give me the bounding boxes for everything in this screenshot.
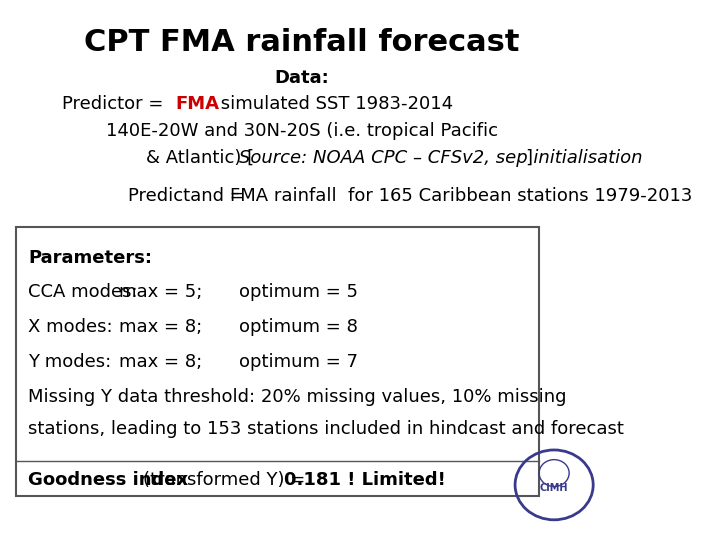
Text: optimum = 5: optimum = 5 (239, 284, 358, 301)
Text: optimum = 8: optimum = 8 (239, 319, 358, 336)
Text: Predictand =: Predictand = (127, 187, 244, 205)
Text: Goodness index: Goodness index (28, 471, 189, 489)
Text: stations, leading to 153 stations included in hindcast and forecast: stations, leading to 153 stations includ… (28, 421, 624, 438)
FancyBboxPatch shape (17, 227, 539, 496)
Text: Data:: Data: (274, 69, 329, 86)
Text: Missing Y data threshold: 20% missing values, 10% missing: Missing Y data threshold: 20% missing va… (28, 388, 567, 406)
Text: max = 8;: max = 8; (119, 319, 202, 336)
Text: X modes:: X modes: (28, 319, 113, 336)
Text: CPT FMA rainfall forecast: CPT FMA rainfall forecast (84, 28, 520, 57)
Text: Parameters:: Parameters: (28, 248, 153, 267)
Text: ]: ] (526, 149, 532, 167)
Text: 140E-20W and 30N-20S (i.e. tropical Pacific: 140E-20W and 30N-20S (i.e. tropical Paci… (106, 122, 498, 140)
Text: 0.181 ! Limited!: 0.181 ! Limited! (284, 471, 446, 489)
Text: Source: NOAA CPC – CFSv2, sep initialisation: Source: NOAA CPC – CFSv2, sep initialisa… (239, 149, 642, 167)
Text: simulated SST 1983-2014: simulated SST 1983-2014 (215, 96, 453, 113)
Text: optimum = 7: optimum = 7 (239, 353, 358, 372)
Text: CIMH: CIMH (540, 483, 568, 492)
Text: FMA rainfall  for 165 Caribbean stations 1979-2013: FMA rainfall for 165 Caribbean stations … (230, 187, 692, 205)
Text: CCA modes:: CCA modes: (28, 284, 138, 301)
Text: Y modes:: Y modes: (28, 353, 112, 372)
Text: (transformed Y) =: (transformed Y) = (143, 471, 310, 489)
Text: Predictor =: Predictor = (62, 96, 163, 113)
Text: max = 5;: max = 5; (119, 284, 202, 301)
Text: FMA: FMA (176, 96, 220, 113)
Text: max = 8;: max = 8; (119, 353, 202, 372)
Text: & Atlantic) [: & Atlantic) [ (145, 149, 253, 167)
